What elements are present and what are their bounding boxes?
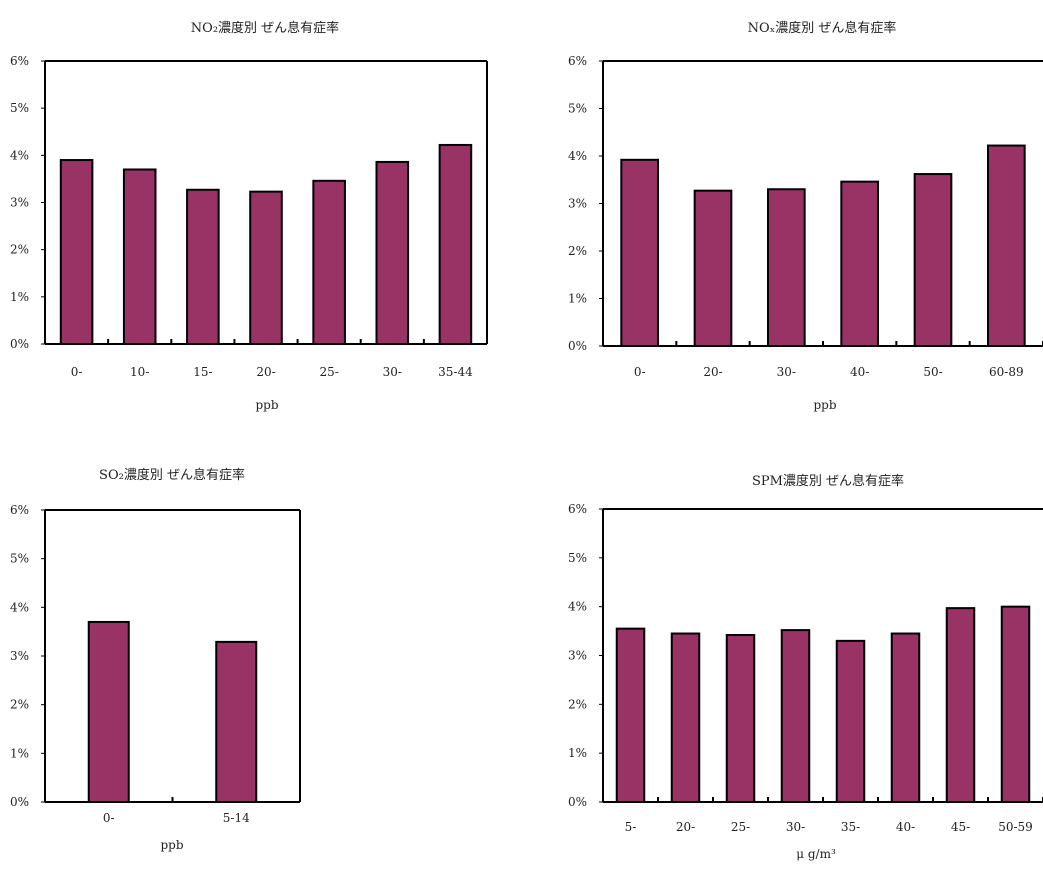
- y-tick-label: 3%: [10, 196, 29, 210]
- bar: [780, 629, 811, 804]
- x-tick-label: 50-59: [998, 820, 1033, 834]
- x-tick-label: 35-: [841, 820, 860, 834]
- bar: [59, 159, 94, 345]
- y-tick-label: 4%: [10, 148, 29, 162]
- y-tick-label: 6%: [10, 503, 29, 517]
- y-tick-label: 3%: [568, 649, 587, 663]
- y-tick-label: 1%: [10, 746, 29, 760]
- x-axis-label-nox: ppb: [813, 398, 837, 412]
- bar: [767, 188, 806, 347]
- bar: [122, 168, 157, 345]
- x-tick-label: 15-: [193, 365, 212, 379]
- y-tick-label: 0%: [10, 795, 29, 809]
- x-tick-label: 10-: [130, 365, 149, 379]
- x-axis-label-so2: ppb: [160, 838, 184, 852]
- y-tick-label: 6%: [568, 54, 587, 68]
- chart-title-so2: SO₂濃度別 ぜん息有症率: [99, 468, 245, 483]
- y-tick-label: 1%: [568, 292, 587, 306]
- chart-title-no2: NO₂濃度別 ぜん息有症率: [190, 21, 340, 36]
- x-tick-label: 20-: [676, 820, 695, 834]
- y-tick-label: 3%: [568, 197, 587, 211]
- x-tick-label: 40-: [896, 820, 915, 834]
- y-tick-label: 5%: [568, 102, 587, 116]
- bar: [725, 633, 756, 803]
- bar: [987, 144, 1026, 347]
- y-tick-label: 1%: [10, 290, 29, 304]
- bar: [890, 632, 921, 804]
- chart-title-nox: NOₓ濃度別 ぜん息有症率: [747, 21, 897, 36]
- y-tick-label: 6%: [10, 54, 29, 68]
- bar: [835, 639, 866, 803]
- y-tick-label: 0%: [568, 339, 587, 353]
- bar: [693, 189, 733, 347]
- bar: [249, 190, 283, 345]
- chart-title-spm: SPM濃度別 ぜん息有症率: [751, 474, 905, 489]
- x-axis-label-spm: μ g/m³: [796, 847, 836, 861]
- y-tick-label: 4%: [568, 149, 587, 163]
- x-tick-label: 5-14: [223, 811, 250, 825]
- x-tick-label: 20-: [703, 365, 722, 379]
- bar: [945, 607, 976, 803]
- y-tick-label: 1%: [568, 746, 587, 760]
- bar: [1000, 605, 1031, 804]
- bar: [87, 620, 130, 804]
- x-tick-label: 50-: [923, 365, 942, 379]
- bar: [670, 632, 701, 804]
- y-tick-label: 2%: [568, 697, 587, 711]
- x-tick-label: 30-: [786, 820, 805, 834]
- x-tick-label: 25-: [319, 365, 338, 379]
- x-tick-label: 60-89: [989, 365, 1024, 379]
- x-tick-label: 20-: [256, 365, 275, 379]
- y-tick-label: 4%: [568, 600, 587, 614]
- y-tick-label: 5%: [568, 551, 587, 565]
- y-tick-label: 5%: [10, 552, 29, 566]
- y-tick-label: 3%: [10, 649, 29, 663]
- x-tick-label: 25-: [731, 820, 750, 834]
- bar: [312, 179, 346, 345]
- y-tick-label: 4%: [10, 600, 29, 614]
- y-tick-label: 0%: [568, 795, 587, 809]
- bar: [215, 640, 258, 803]
- x-tick-label: 35-44: [438, 365, 473, 379]
- bar: [840, 180, 879, 347]
- bar: [913, 173, 953, 347]
- bar: [438, 143, 473, 345]
- x-tick-label: 30-: [383, 365, 402, 379]
- y-tick-label: 2%: [10, 243, 29, 257]
- bar: [375, 160, 410, 345]
- y-tick-label: 0%: [10, 337, 29, 351]
- x-tick-label: 40-: [850, 365, 869, 379]
- x-tick-label: 0-: [103, 811, 115, 825]
- bar: [620, 158, 659, 347]
- x-tick-label: 45-: [951, 820, 970, 834]
- plot-frame: [45, 509, 301, 802]
- y-tick-label: 2%: [568, 244, 587, 258]
- x-tick-label: 0-: [634, 365, 646, 379]
- bar: [186, 188, 220, 345]
- y-tick-label: 6%: [568, 502, 587, 516]
- y-tick-label: 5%: [10, 101, 29, 115]
- x-tick-label: 0-: [71, 365, 83, 379]
- x-axis-label-no2: ppb: [255, 398, 279, 412]
- bar: [615, 627, 646, 803]
- x-tick-label: 5-: [625, 820, 637, 834]
- x-tick-label: 30-: [777, 365, 796, 379]
- plot-frame: [45, 60, 488, 344]
- y-tick-label: 2%: [10, 698, 29, 712]
